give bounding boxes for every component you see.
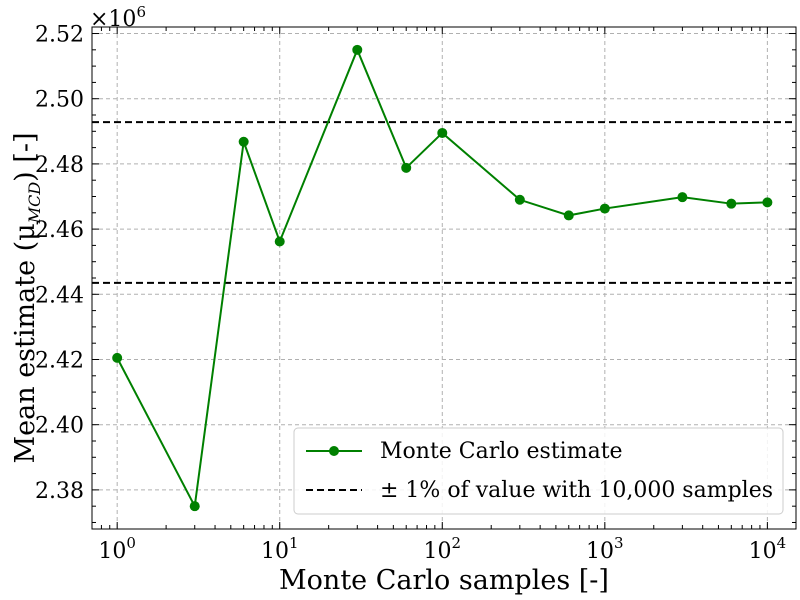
data-point xyxy=(401,162,412,173)
y-tick-label: 2.38 xyxy=(35,479,84,504)
reference-lines xyxy=(92,121,796,284)
y-tick-label: 2.46 xyxy=(35,218,84,243)
x-tick-label: 100 xyxy=(98,534,136,564)
tick-labels: 100 101 102 103 104 2.38 2.40 2.42 2.44 2.46 2.48 2… xyxy=(35,23,786,564)
data-point xyxy=(677,192,688,203)
y-offset-label: ×106 xyxy=(90,3,146,32)
y-tick-label: 2.44 xyxy=(35,283,84,308)
legend-label-bounds: ± 1% of value with 10,000 samples xyxy=(380,478,773,503)
data-point xyxy=(437,127,448,138)
data-point xyxy=(189,501,200,512)
data-point xyxy=(762,197,773,208)
data-point xyxy=(726,198,737,209)
x-tick-label: 103 xyxy=(586,534,624,564)
data-point xyxy=(238,136,249,147)
legend: Monte Carlo estimate ± 1% of value with … xyxy=(293,427,784,515)
data-point xyxy=(274,236,285,247)
y-tick-label: 2.40 xyxy=(35,414,84,439)
y-tick-label: 2.42 xyxy=(35,348,84,373)
legend-label-monte-carlo: Monte Carlo estimate xyxy=(380,439,623,464)
x-tick-label: 101 xyxy=(261,534,299,564)
data-point xyxy=(514,194,525,205)
y-tick-label: 2.52 xyxy=(35,23,84,48)
data-point xyxy=(563,210,574,221)
data-point xyxy=(599,203,610,214)
x-tick-label: 102 xyxy=(424,534,462,564)
legend-marker-monte-carlo xyxy=(329,446,339,456)
data-point xyxy=(112,352,123,363)
x-tick-label: 104 xyxy=(749,534,787,564)
series-points-group xyxy=(112,44,773,512)
x-axis-title: Monte Carlo samples [-] xyxy=(279,565,609,596)
data-point xyxy=(352,44,363,55)
legend-box xyxy=(293,427,784,515)
y-axis-title: Mean estimate (μMCD) [-] xyxy=(10,133,44,464)
y-tick-label: 2.50 xyxy=(35,88,84,113)
y-tick-label: 2.48 xyxy=(35,153,84,178)
ticks xyxy=(91,27,796,529)
